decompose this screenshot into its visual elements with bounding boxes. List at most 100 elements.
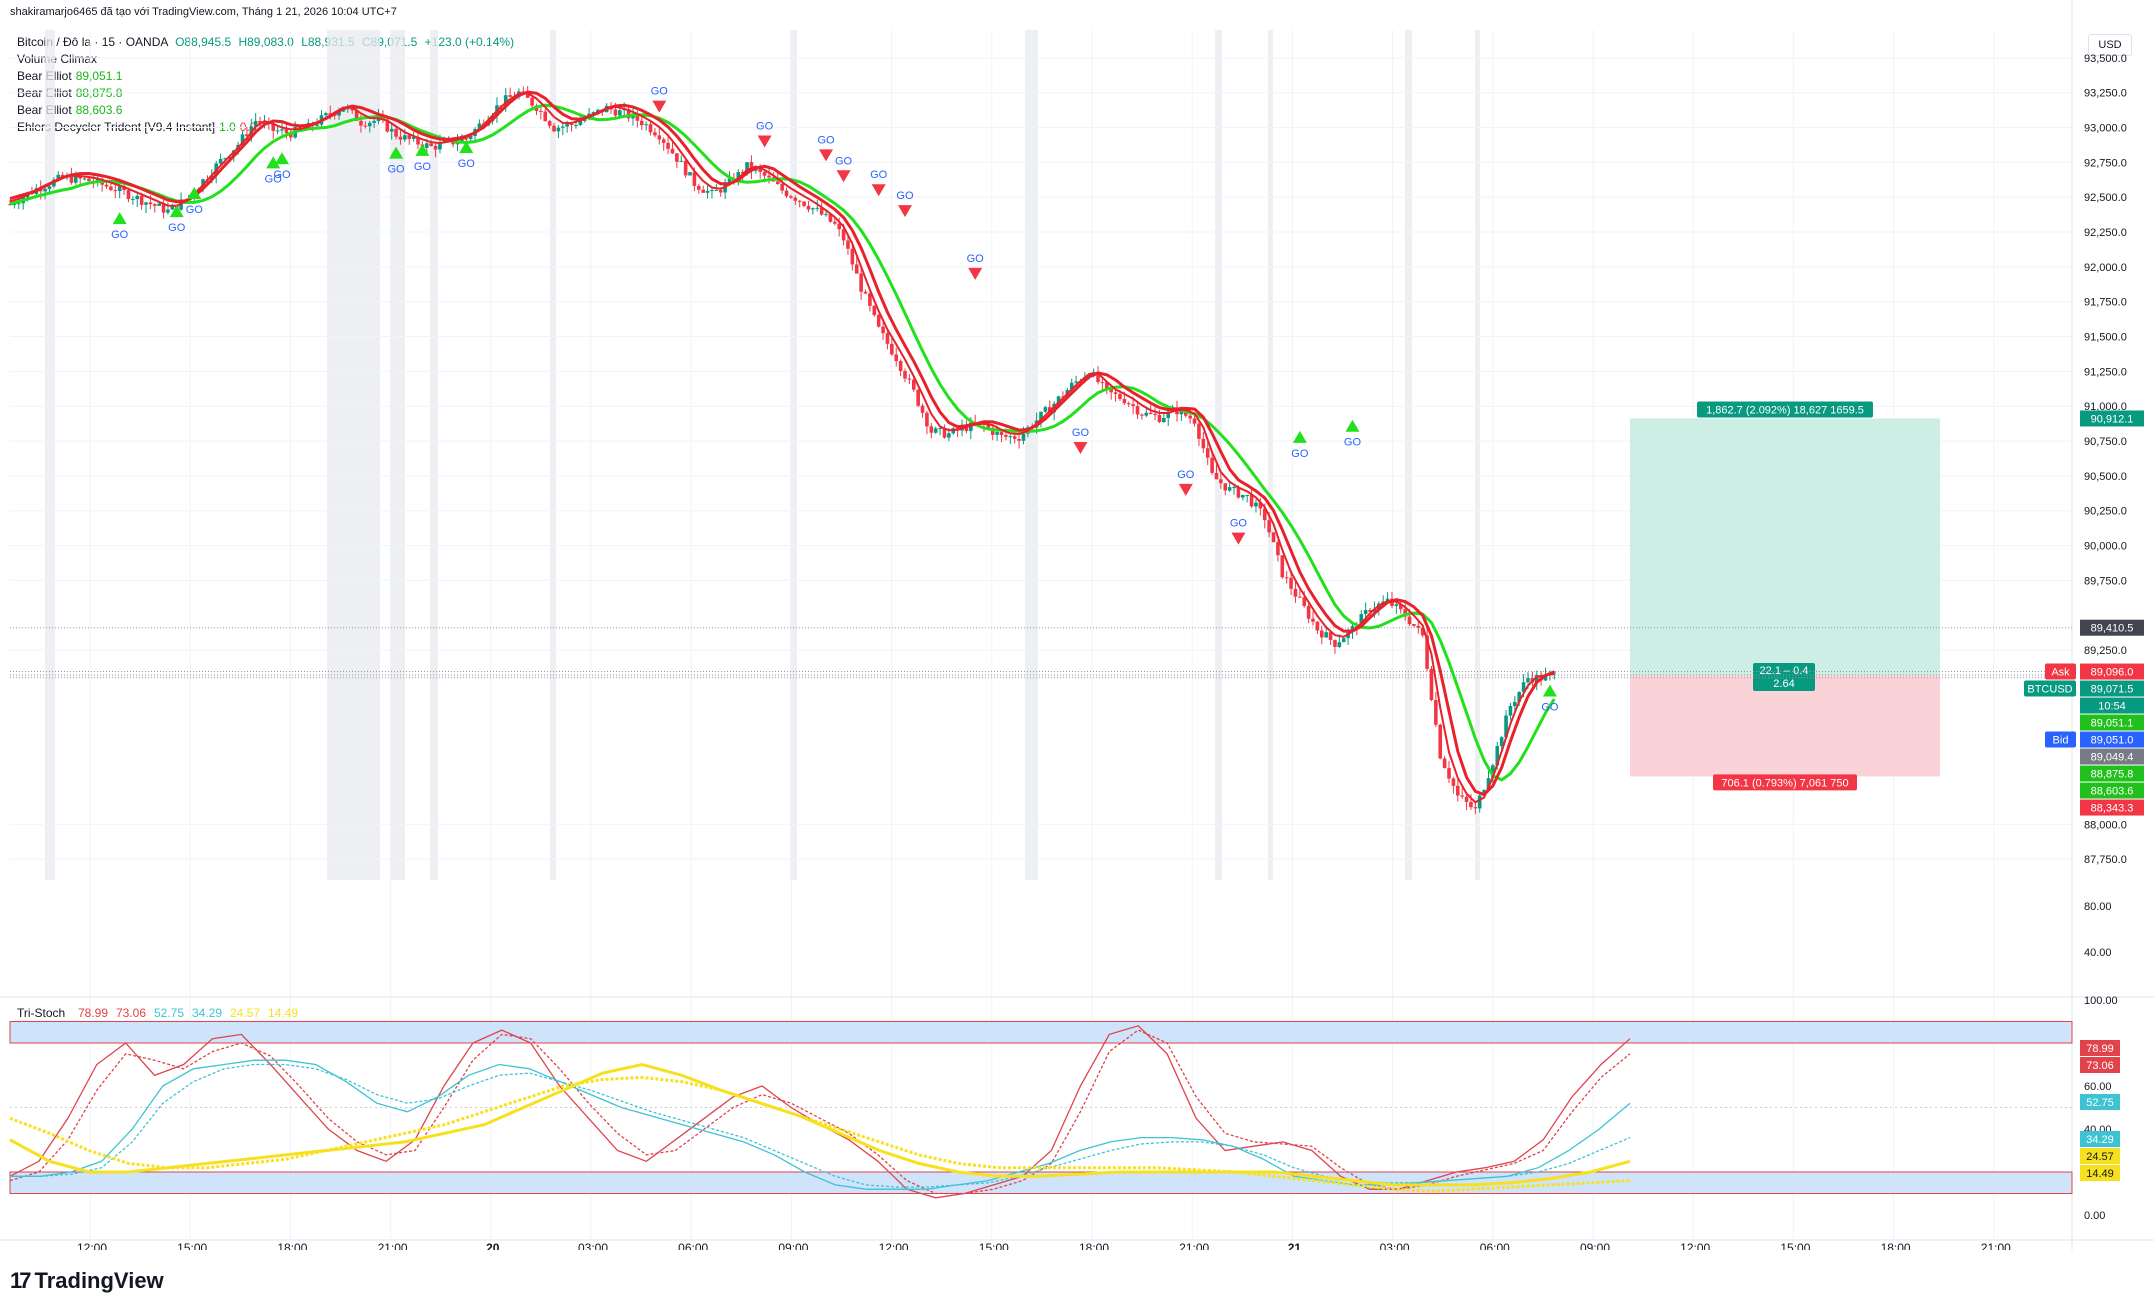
candle-body: [1056, 396, 1061, 404]
tradingview-logo[interactable]: 17 TradingView: [10, 1268, 164, 1294]
sell-arrow-icon: [968, 267, 983, 280]
candle-body: [245, 134, 249, 137]
candle-body: [890, 343, 894, 355]
buy-arrow-icon: [459, 141, 474, 154]
price-tag-bg: [2080, 619, 2144, 636]
candle-body: [1315, 621, 1320, 631]
candle-body: [1341, 638, 1346, 643]
osc-value-tag: 14.49: [2086, 1168, 2114, 1180]
candle-body: [819, 207, 824, 215]
indicator-name: Ehlers Decycler Trident [V9.4 Instant]: [17, 120, 216, 134]
candle-body: [539, 110, 543, 112]
candle-body: [429, 143, 433, 146]
price-axis-label: 93,500.0: [2084, 53, 2127, 65]
price-axis-label: 92,750.0: [2084, 157, 2127, 169]
session-shade-5: [790, 30, 797, 880]
price-tag-bg: [2080, 731, 2144, 748]
time-axis-label: 18:00: [1079, 1241, 1109, 1250]
currency-button[interactable]: USD: [2088, 34, 2132, 56]
candle-body: [1105, 382, 1109, 389]
osc-value-tag-bg: [2080, 1165, 2120, 1181]
sell-go-label: GO: [967, 253, 985, 265]
indicator-name: Bear Elliot: [17, 69, 72, 83]
candle-body: [565, 123, 569, 127]
candle-body: [1333, 639, 1337, 647]
candle-body: [1319, 630, 1324, 638]
time-axis-label: 06:00: [1480, 1241, 1510, 1250]
candle-body: [1521, 682, 1526, 693]
buy-go-label: GO: [111, 229, 129, 241]
tri-stoch-legend-value: 14.49: [268, 1006, 298, 1020]
green-trend-line: [9, 103, 1556, 782]
target-label: 1,862.7 (2.092%) 18,627 1659.5: [1706, 404, 1864, 416]
time-axis-label: 12:00: [879, 1241, 909, 1250]
price-tag: 89,051.1: [2091, 718, 2134, 730]
candle-body: [916, 389, 920, 406]
candle-body: [1017, 438, 1021, 441]
candle-body: [749, 162, 754, 171]
candle-body: [547, 121, 552, 126]
candle-body: [578, 120, 583, 126]
candle-body: [942, 428, 947, 438]
candle-body: [635, 113, 640, 121]
indicator-bear-elliot-3[interactable]: Bear Elliot 88,603.6: [17, 102, 514, 119]
candle-body: [995, 432, 999, 435]
price-axis-label: 90,000.0: [2084, 541, 2127, 553]
candle-body: [683, 160, 688, 176]
price-tag-bg: [2080, 748, 2144, 765]
candle-body: [525, 91, 530, 98]
candle-body: [841, 229, 846, 241]
candle-body: [315, 124, 319, 126]
indicator-name: Bear Elliot: [17, 103, 72, 117]
candle-body: [1074, 381, 1078, 383]
candle-body: [152, 204, 157, 206]
candle-body: [560, 126, 565, 128]
candle-body: [1004, 435, 1008, 437]
candle-body: [477, 123, 482, 129]
price-axis-label: 92,000.0: [2084, 262, 2127, 274]
candle-body: [1438, 724, 1443, 759]
price-tag-prefix: BTCUSD: [2027, 684, 2072, 696]
sell-arrow-icon: [652, 100, 667, 113]
indicator-volume-climax[interactable]: Volume Climax: [17, 51, 514, 68]
candle-body: [240, 134, 245, 145]
time-axis-label: 03:00: [1380, 1241, 1410, 1250]
indicator-bear-elliot-1[interactable]: Bear Elliot 89,051.1: [17, 68, 514, 85]
price-tag-bg: [2080, 410, 2144, 427]
stop-label-bg: [1713, 774, 1857, 791]
candle-body: [552, 125, 556, 132]
candle-body: [1434, 700, 1438, 725]
candle-body: [398, 136, 403, 140]
osc-value-tag: 78.99: [2086, 1043, 2114, 1055]
candle-body: [1517, 692, 1522, 702]
price-tag: 88,343.3: [2091, 803, 2134, 815]
price-axis-label: 87,750.0: [2084, 854, 2127, 866]
candle-body: [626, 109, 631, 119]
price-tag: 89,071.5: [2091, 684, 2134, 696]
price-tag-sub-bg: [2080, 697, 2144, 714]
candle-body: [837, 223, 841, 230]
candle-body: [648, 124, 653, 133]
stoch-series-slow: [9, 1029, 1631, 1195]
candle-body: [789, 196, 793, 198]
ohlc-high: H89,083.0: [238, 35, 294, 49]
candle-body: [372, 120, 376, 123]
candle-body: [1368, 610, 1372, 612]
candle-body: [990, 427, 995, 435]
candle-body: [1197, 423, 1201, 439]
time-axis-label: 12:00: [77, 1241, 107, 1250]
buy-go-label: GO: [186, 204, 204, 216]
chart-canvas[interactable]: 1,862.7 (2.092%) 18,627 1659.5 706.1 (0.7…: [0, 0, 2154, 1250]
sell-go-label: GO: [817, 134, 835, 146]
sell-go-label: GO: [835, 155, 853, 167]
candle-body: [1039, 411, 1043, 421]
price-tag-prefix: Ask: [2051, 667, 2070, 679]
candle-body: [117, 186, 122, 192]
candle-body: [394, 128, 398, 137]
candle-body: [670, 148, 675, 154]
indicator-ehlers-decycler[interactable]: Ehlers Decycler Trident [V9.4 Instant] 1.…: [17, 119, 514, 136]
candle-body: [543, 111, 548, 122]
candle-body: [1157, 415, 1162, 422]
buy-arrow-icon: [275, 152, 290, 165]
candle-body: [569, 123, 574, 126]
